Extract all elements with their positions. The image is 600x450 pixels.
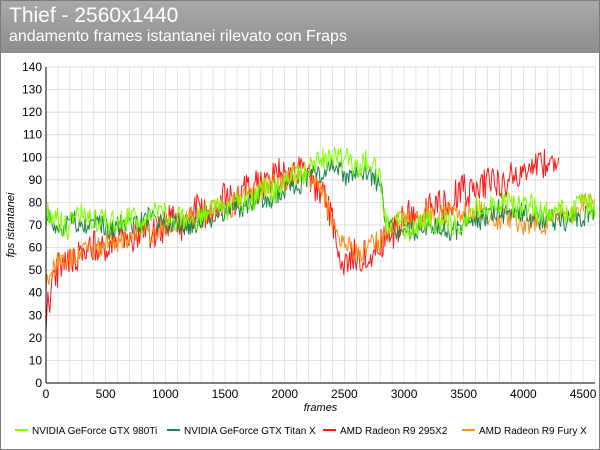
y-tick-label: 10 (29, 353, 43, 367)
y-tick-label: 100 (22, 150, 42, 164)
y-tick-label: 50 (29, 263, 43, 277)
x-tick-label: 4500 (570, 387, 597, 401)
y-tick-label: 120 (22, 105, 42, 119)
chart-subtitle: andamento frames istantanei rilevato con… (9, 28, 347, 45)
y-tick-label: 140 (22, 60, 42, 74)
chart-title: Thief - 2560x1440 (9, 4, 179, 27)
y-tick-label: 110 (23, 128, 42, 142)
x-tick-label: 1500 (212, 387, 239, 401)
y-tick-label: 0 (35, 376, 42, 390)
legend-label: NVIDIA GeForce GTX Titan X (184, 426, 316, 437)
x-tick-label: 2500 (331, 387, 358, 401)
legend-label: AMD Radeon R9 Fury X (479, 426, 587, 437)
y-axis-title: fps istantanei (5, 192, 17, 257)
y-tick-label: 30 (29, 308, 43, 322)
y-tick-label: 60 (29, 241, 43, 255)
x-tick-label: 1000 (152, 387, 179, 401)
x-tick-label: 4000 (510, 387, 537, 401)
series-line (45, 162, 596, 289)
y-tick-label: 40 (29, 286, 43, 300)
series-line (45, 146, 596, 242)
y-tick-label: 20 (29, 331, 43, 345)
x-tick-label: 0 (43, 387, 50, 401)
series-line (45, 148, 560, 332)
x-tick-label: 500 (96, 387, 116, 401)
chart-header: Thief - 2560x1440 andamento frames istan… (1, 1, 599, 53)
x-tick-label: 2000 (271, 387, 298, 401)
x-tick-label: 3000 (391, 387, 418, 401)
y-tick-label: 130 (22, 83, 42, 97)
y-tick-label: 80 (29, 195, 43, 209)
y-tick-label: 90 (29, 173, 43, 187)
y-tick-label: 70 (29, 218, 43, 232)
legend-label: AMD Radeon R9 295X2 (340, 426, 448, 437)
x-tick-label: 3500 (450, 387, 477, 401)
legend-label: NVIDIA GeForce GTX 980Ti (32, 426, 157, 437)
x-axis-title: frames (304, 402, 338, 414)
